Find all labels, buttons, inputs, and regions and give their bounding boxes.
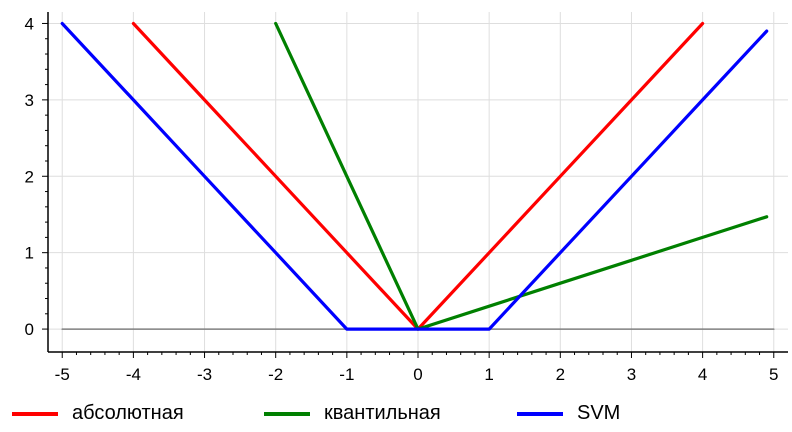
x-tick-label: -2 [268, 365, 283, 384]
legend-item-svm: SVM [517, 402, 620, 425]
legend-item-absolute: абсолютная [12, 402, 184, 425]
x-tick-label: -4 [126, 365, 141, 384]
x-tick-label: 1 [484, 365, 493, 384]
legend-swatch-quantile [264, 411, 310, 416]
y-tick-label: 3 [25, 91, 34, 110]
x-tick-label: 5 [769, 365, 778, 384]
y-tick-label: 2 [25, 167, 34, 186]
x-tick-label: -1 [339, 365, 354, 384]
series-lines [60, 21, 775, 331]
legend-label-absolute: абсолютная [72, 402, 184, 424]
y-tick-label: 4 [25, 14, 34, 33]
legend-swatch-absolute [12, 411, 58, 416]
legend-label-svm: SVM [577, 402, 621, 424]
x-tick-label: 0 [413, 365, 422, 384]
x-tick-label: -3 [197, 365, 212, 384]
tick-labels: 0 1 2 3 4 -5 -4 -3 -2 -1 0 1 2 3 4 5 [25, 14, 779, 384]
y-tick-label: 0 [25, 320, 34, 339]
x-tick-label: 4 [698, 365, 707, 384]
axes [42, 12, 788, 358]
grid [48, 12, 788, 352]
y-tick-label: 1 [25, 244, 34, 263]
x-tick-label: 2 [556, 365, 565, 384]
legend-swatch-svm [517, 411, 563, 416]
legend-item-quantile: квантильная [264, 402, 441, 425]
series-quantile-line [274, 21, 769, 331]
x-tick-label: -5 [55, 365, 70, 384]
legend-label-quantile: квантильная [324, 402, 441, 424]
series-svm-line [60, 21, 769, 331]
legend: абсолютная квантильная SVM [0, 396, 792, 432]
x-tick-label: 3 [627, 365, 636, 384]
